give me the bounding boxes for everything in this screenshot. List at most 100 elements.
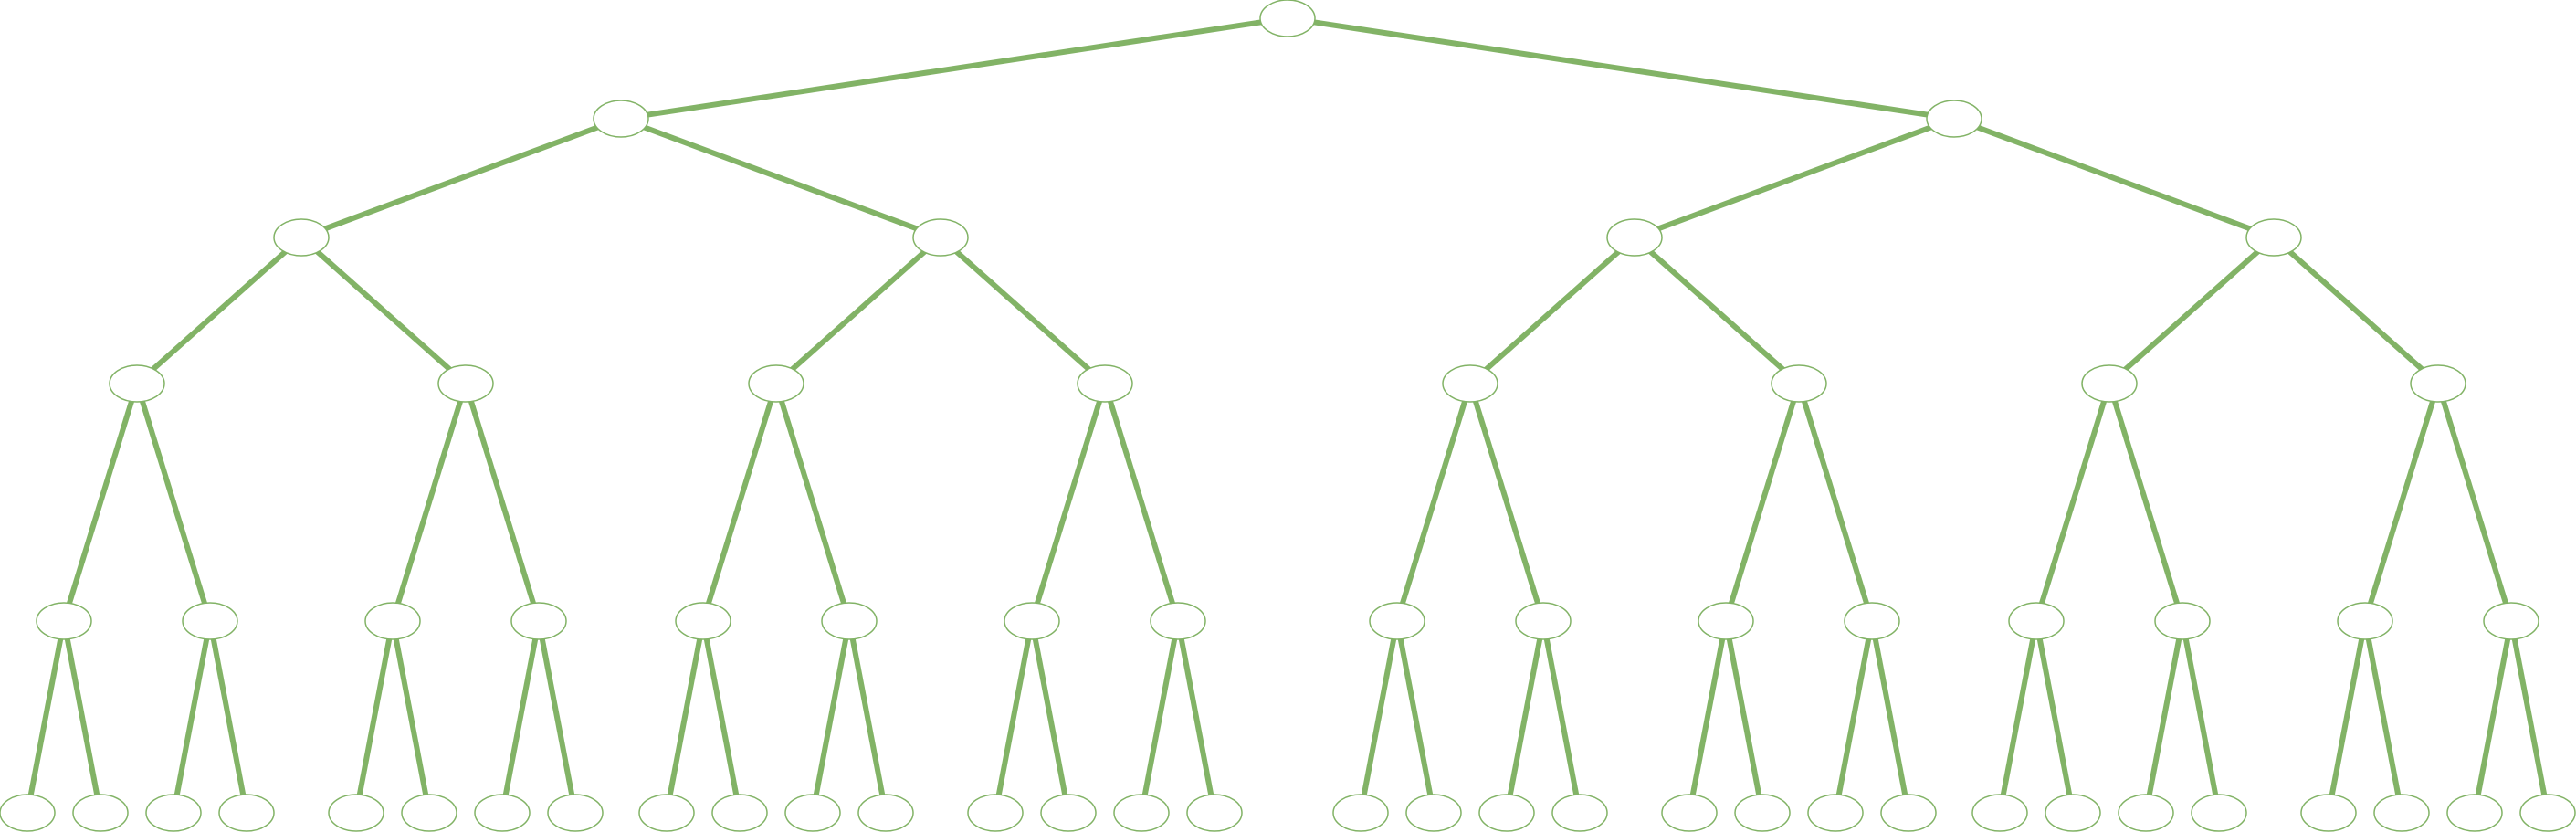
- tree-node-shape[interactable]: [1926, 100, 1982, 138]
- tree-node-shape[interactable]: [2337, 602, 2393, 640]
- tree-node-n50[interactable]: [1478, 794, 1535, 832]
- tree-node-n62[interactable]: [2446, 794, 2503, 832]
- tree-node-n49[interactable]: [1405, 794, 1462, 832]
- tree-node-n8[interactable]: [109, 364, 165, 403]
- tree-node-shape[interactable]: [2519, 794, 2576, 832]
- tree-node-shape[interactable]: [2118, 794, 2174, 832]
- tree-node-shape[interactable]: [474, 794, 531, 832]
- tree-node-shape[interactable]: [1478, 794, 1535, 832]
- tree-node-n6[interactable]: [1606, 218, 1663, 257]
- tree-node-n36[interactable]: [328, 794, 384, 832]
- tree-node-n51[interactable]: [1551, 794, 1608, 832]
- tree-node-shape[interactable]: [2410, 364, 2466, 403]
- tree-node-shape[interactable]: [437, 364, 494, 403]
- tree-node-shape[interactable]: [182, 602, 238, 640]
- tree-node-n31[interactable]: [2483, 602, 2539, 640]
- tree-node-shape[interactable]: [857, 794, 914, 832]
- tree-node-shape[interactable]: [1661, 794, 1718, 832]
- tree-node-shape[interactable]: [2154, 602, 2211, 640]
- tree-node-n47[interactable]: [1186, 794, 1243, 832]
- tree-node-n37[interactable]: [401, 794, 457, 832]
- tree-node-shape[interactable]: [2045, 794, 2101, 832]
- tree-node-n34[interactable]: [145, 794, 202, 832]
- tree-node-n5[interactable]: [912, 218, 969, 257]
- tree-node-n2[interactable]: [593, 100, 649, 138]
- tree-node-shape[interactable]: [145, 794, 202, 832]
- tree-node-n20[interactable]: [675, 602, 731, 640]
- tree-node-n53[interactable]: [1734, 794, 1791, 832]
- tree-node-n55[interactable]: [1880, 794, 1937, 832]
- tree-node-n18[interactable]: [364, 602, 421, 640]
- tree-node-shape[interactable]: [1259, 0, 1316, 37]
- tree-node-n59[interactable]: [2191, 794, 2247, 832]
- tree-node-shape[interactable]: [1150, 602, 1206, 640]
- tree-node-n43[interactable]: [857, 794, 914, 832]
- tree-node-n52[interactable]: [1661, 794, 1718, 832]
- tree-node-shape[interactable]: [1405, 794, 1462, 832]
- tree-node-n41[interactable]: [711, 794, 768, 832]
- tree-node-n25[interactable]: [1515, 602, 1572, 640]
- tree-node-shape[interactable]: [675, 602, 731, 640]
- tree-node-n21[interactable]: [821, 602, 878, 640]
- tree-node-n42[interactable]: [784, 794, 841, 832]
- tree-node-n7[interactable]: [2245, 218, 2302, 257]
- tree-node-n44[interactable]: [967, 794, 1024, 832]
- tree-node-shape[interactable]: [547, 794, 604, 832]
- tree-node-shape[interactable]: [2446, 794, 2503, 832]
- tree-node-shape[interactable]: [109, 364, 165, 403]
- tree-node-shape[interactable]: [638, 794, 695, 832]
- tree-node-shape[interactable]: [510, 602, 567, 640]
- tree-node-n33[interactable]: [72, 794, 129, 832]
- tree-node-n54[interactable]: [1807, 794, 1864, 832]
- tree-node-shape[interactable]: [2300, 794, 2357, 832]
- tree-node-n56[interactable]: [1971, 794, 2028, 832]
- tree-node-shape[interactable]: [2191, 794, 2247, 832]
- tree-node-shape[interactable]: [748, 364, 804, 403]
- tree-node-shape[interactable]: [1698, 602, 1754, 640]
- tree-node-n39[interactable]: [547, 794, 604, 832]
- tree-node-n24[interactable]: [1369, 602, 1425, 640]
- tree-node-n30[interactable]: [2337, 602, 2393, 640]
- tree-node-shape[interactable]: [1040, 794, 1097, 832]
- tree-node-shape[interactable]: [593, 100, 649, 138]
- tree-node-n13[interactable]: [1771, 364, 1827, 403]
- tree-node-n14[interactable]: [2081, 364, 2138, 403]
- tree-node-n40[interactable]: [638, 794, 695, 832]
- tree-node-n19[interactable]: [510, 602, 567, 640]
- tree-node-n29[interactable]: [2154, 602, 2211, 640]
- tree-node-n12[interactable]: [1442, 364, 1498, 403]
- tree-node-n11[interactable]: [1077, 364, 1133, 403]
- tree-node-n17[interactable]: [182, 602, 238, 640]
- tree-node-shape[interactable]: [1515, 602, 1572, 640]
- tree-node-n58[interactable]: [2118, 794, 2174, 832]
- tree-node-shape[interactable]: [1771, 364, 1827, 403]
- tree-node-shape[interactable]: [1971, 794, 2028, 832]
- tree-node-shape[interactable]: [1186, 794, 1243, 832]
- tree-node-n35[interactable]: [218, 794, 275, 832]
- tree-node-n57[interactable]: [2045, 794, 2101, 832]
- tree-node-shape[interactable]: [0, 794, 56, 832]
- tree-node-n32[interactable]: [0, 794, 56, 832]
- tree-node-shape[interactable]: [2483, 602, 2539, 640]
- tree-node-shape[interactable]: [1734, 794, 1791, 832]
- tree-node-n63[interactable]: [2519, 794, 2576, 832]
- tree-node-shape[interactable]: [1844, 602, 1900, 640]
- tree-node-n3[interactable]: [1926, 100, 1982, 138]
- tree-node-n1[interactable]: [1259, 0, 1316, 37]
- tree-node-n48[interactable]: [1332, 794, 1389, 832]
- tree-node-n45[interactable]: [1040, 794, 1097, 832]
- tree-node-shape[interactable]: [784, 794, 841, 832]
- tree-node-n23[interactable]: [1150, 602, 1206, 640]
- tree-node-n61[interactable]: [2373, 794, 2430, 832]
- tree-node-n28[interactable]: [2008, 602, 2065, 640]
- tree-node-n38[interactable]: [474, 794, 531, 832]
- tree-node-n26[interactable]: [1698, 602, 1754, 640]
- tree-node-n46[interactable]: [1113, 794, 1170, 832]
- tree-node-shape[interactable]: [1442, 364, 1498, 403]
- tree-node-shape[interactable]: [2008, 602, 2065, 640]
- tree-node-n4[interactable]: [273, 218, 330, 257]
- tree-node-shape[interactable]: [1113, 794, 1170, 832]
- tree-node-shape[interactable]: [1369, 602, 1425, 640]
- tree-node-n10[interactable]: [748, 364, 804, 403]
- tree-node-shape[interactable]: [1004, 602, 1060, 640]
